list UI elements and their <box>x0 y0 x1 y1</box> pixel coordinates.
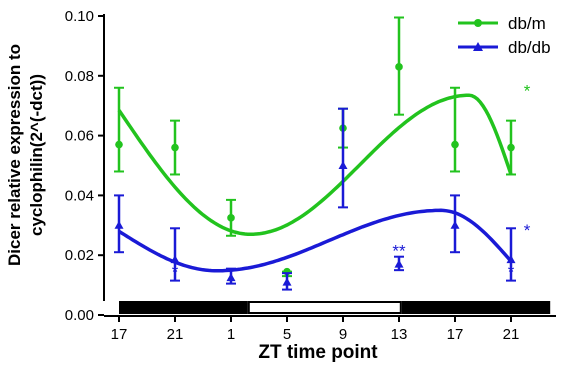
data-point-db/db <box>338 161 348 169</box>
x-tick-label: 5 <box>283 326 291 343</box>
x-tick-label: 17 <box>447 326 464 343</box>
data-point-db/db <box>226 273 236 282</box>
y-tick-label: 0.08 <box>65 68 94 85</box>
x-tick-label: 1 <box>227 326 235 343</box>
x-tick-label: 21 <box>167 326 184 343</box>
significance-marker: * <box>524 221 531 240</box>
x-axis-title: ZT time point <box>258 342 378 363</box>
y-axis-title-line-2: cyclophilin(2^(-dct)) <box>27 74 46 236</box>
legend-label-db/m: db/m <box>508 14 546 33</box>
data-point-db/m <box>451 140 459 149</box>
data-point-db/db <box>506 255 516 264</box>
significance-marker: ** <box>392 242 406 261</box>
y-tick-label: 0.04 <box>65 187 94 204</box>
significance-marker: * <box>524 82 531 101</box>
dark-phase-bar <box>119 301 248 314</box>
legend-marker-db/m <box>474 19 482 27</box>
y-tick-label: 0.06 <box>65 128 94 145</box>
data-point-db/m <box>395 63 403 71</box>
significance-marker: * <box>508 263 515 282</box>
data-point-db/m <box>115 140 123 149</box>
data-point-db/db <box>394 259 404 268</box>
legend-marker-db/db <box>473 42 483 51</box>
x-tick-label: 21 <box>503 326 520 343</box>
light-phase-bar <box>247 301 402 314</box>
y-tick-label: 0.02 <box>65 247 94 264</box>
x-tick-label: 13 <box>391 326 408 343</box>
legend-label-db/db: db/db <box>508 38 551 57</box>
data-point-db/db <box>450 220 460 229</box>
x-tick-label: 17 <box>111 326 128 343</box>
fit-curve-db/m <box>117 93 513 237</box>
fit-curve-db/db <box>118 208 513 273</box>
dark-phase-bar <box>401 301 551 314</box>
data-point-db/db <box>114 220 124 229</box>
y-tick-label: 0.10 <box>65 8 94 25</box>
data-point-db/db <box>170 255 180 264</box>
data-point-db/m <box>171 143 179 152</box>
y-tick-label: 0.00 <box>65 307 94 324</box>
significance-marker: * <box>172 263 179 282</box>
data-point-db/m <box>507 143 515 152</box>
data-point-db/db <box>282 277 292 286</box>
data-point-db/m <box>227 214 235 222</box>
x-tick-label: 9 <box>339 326 347 343</box>
y-axis-title-line-1: Dicer relative expression to <box>5 44 24 266</box>
